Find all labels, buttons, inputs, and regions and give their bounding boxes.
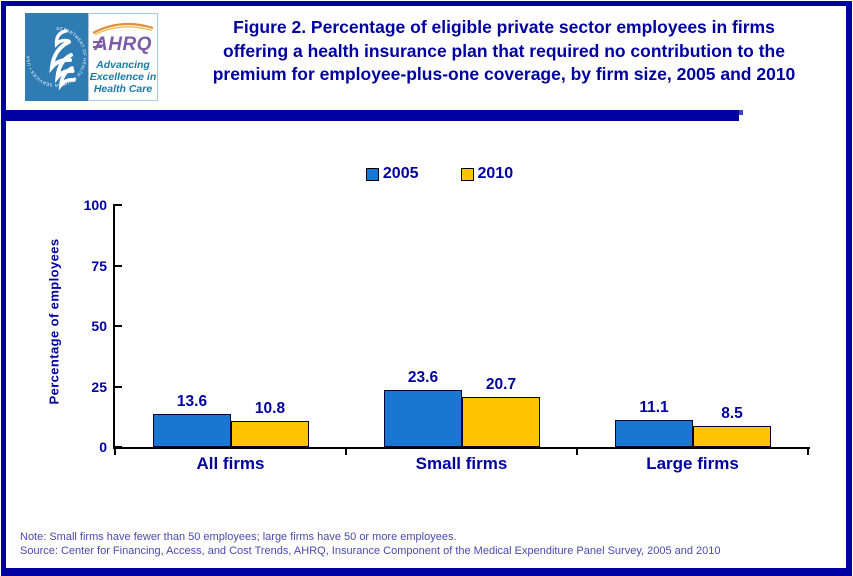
y-tick-mark [115,325,122,327]
y-tick-label: 100 [83,197,107,213]
bar-2005-small-firms [384,390,462,447]
x-tick-mark [576,449,578,455]
figure-title-line: premium for employee-plus-one coverage, … [212,64,796,84]
x-tick-mark [807,449,809,455]
chart-note: Note: Small firms have fewer than 50 emp… [20,531,457,543]
figure-title: Figure 2. Percentage of eligible private… [160,16,848,87]
hhs-eagle-icon [49,29,76,91]
figure-title-line: offering a health insurance plan that re… [223,40,785,61]
x-axis-line [113,447,810,449]
bar-2010-all-firms [231,421,309,447]
legend-swatch-2005 [365,167,379,181]
y-tick-mark [115,204,122,206]
header-divider [2,110,743,121]
x-category-label: Small firms [415,454,508,473]
chart-footnotes: Note: Small firms have fewer than 50 emp… [20,531,721,558]
bar-value-label: 13.6 [176,393,208,410]
y-tick-label: 75 [91,258,107,274]
legend-label: 2010 [477,165,514,182]
bar-value-label: 20.7 [485,376,517,393]
figure-title-line: Figure 2. Percentage of eligible private… [233,17,775,37]
x-tick-mark [114,449,116,455]
bar-2010-small-firms [462,397,540,447]
x-category-label: All firms [196,454,265,473]
y-tick-label: 25 [91,379,107,395]
y-tick-mark [115,446,122,448]
bar-value-label: 23.6 [407,369,439,386]
legend-swatch-2010 [460,167,474,181]
y-tick-mark [115,265,122,267]
chart-source: Source: Center for Financing, Access, an… [20,544,721,557]
x-tick-mark [345,449,347,455]
ahrq-swoosh-icon [92,22,154,35]
y-axis-line [113,204,115,449]
tagline-line: Excellence in [89,71,157,83]
bar-value-label: 10.8 [254,400,286,417]
bar-value-label: 8.5 [721,405,743,422]
ahrq-tagline: Advancing Excellence in Health Care [89,59,157,95]
tagline-line: Advancing [96,59,150,71]
bar-2005-all-firms [153,414,231,447]
bar-value-label: 11.1 [639,399,669,416]
legend-item-2010: 2010 [460,165,514,183]
ahrq-logo: AHRQ Advancing Excellence in Health Care [88,13,158,101]
chart-legend: 2005 2010 [0,165,853,183]
x-category-label: Large firms [646,454,739,473]
y-tick-mark [115,386,122,388]
ahrq-hhs-logo: DEPARTMENT OF HEALTH & HUMAN SERVICES • … [25,13,158,101]
tagline-line: Health Care [93,83,153,95]
bar-2010-large-firms [693,426,771,447]
y-tick-label: 50 [91,318,107,334]
bar-2005-large-firms [615,420,693,447]
y-tick-label: 0 [99,439,107,455]
ahrq-wordmark: AHRQ [89,34,157,56]
legend-item-2005: 2005 [365,165,419,183]
hhs-seal-icon: DEPARTMENT OF HEALTH & HUMAN SERVICES • … [25,13,88,101]
legend-label: 2005 [382,165,419,182]
